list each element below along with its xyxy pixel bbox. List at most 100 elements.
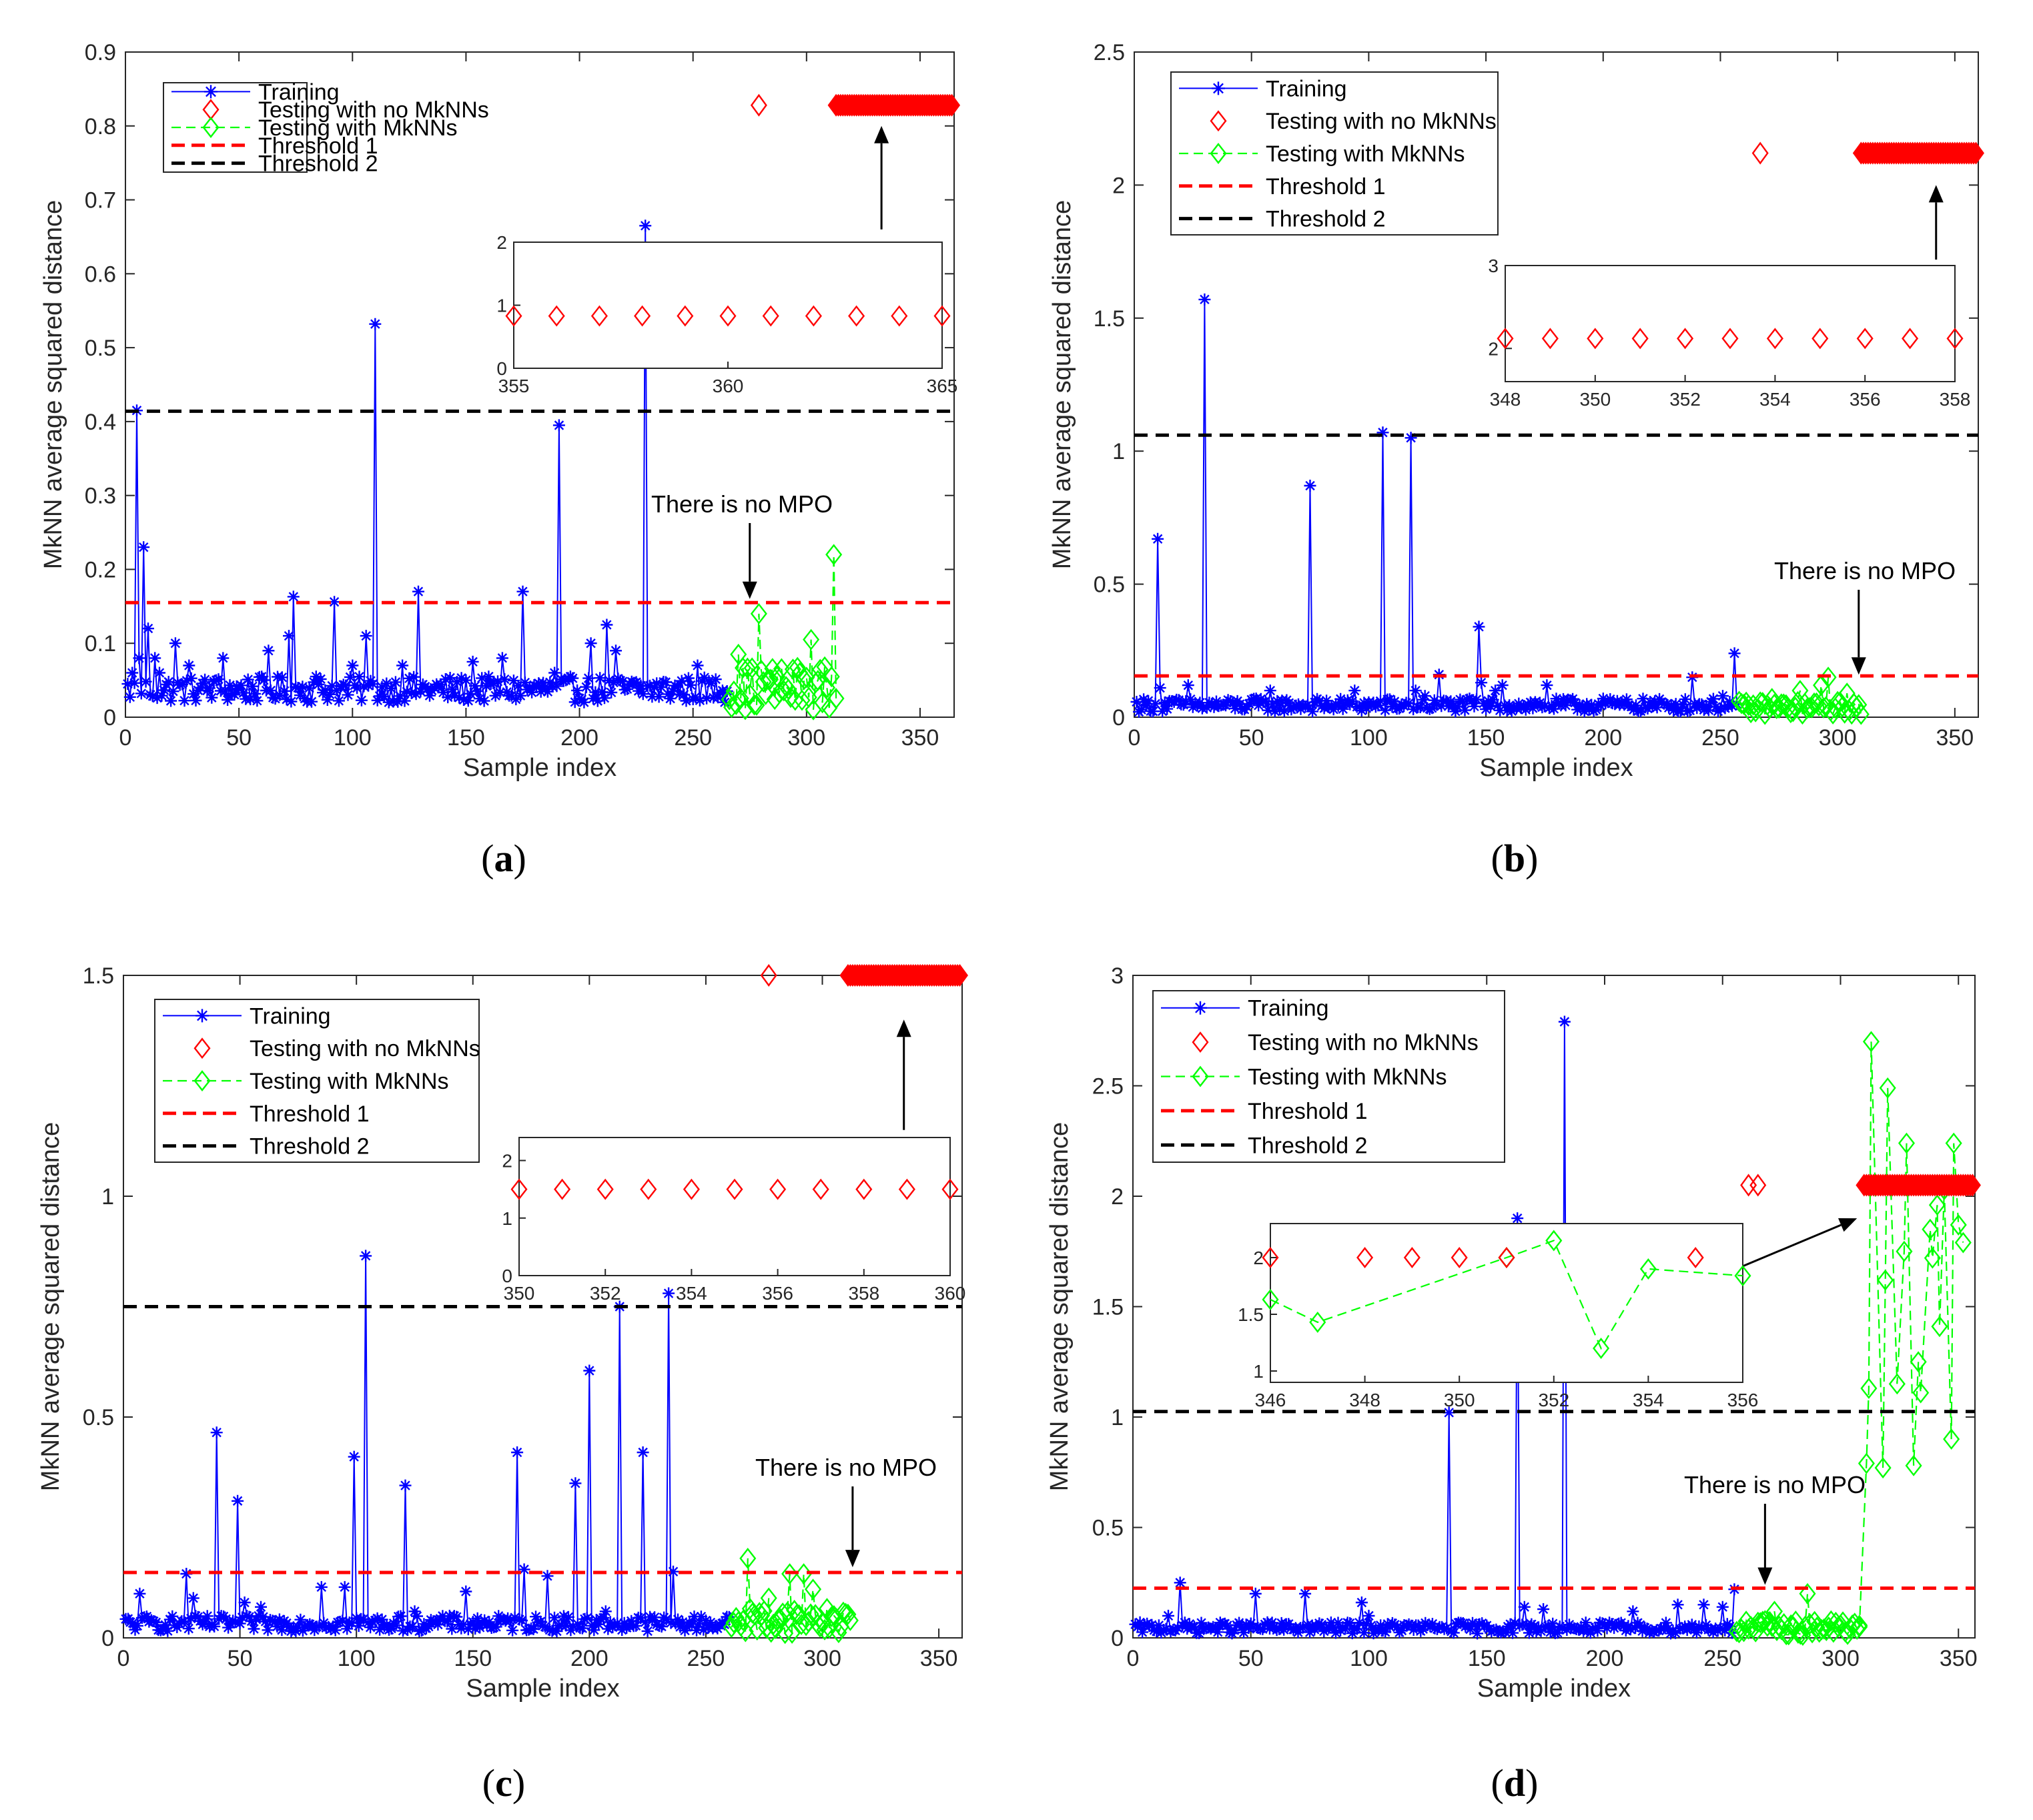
training-point <box>677 1616 689 1629</box>
training-point <box>480 680 492 693</box>
training-point <box>1332 1617 1344 1629</box>
training-point <box>1423 703 1436 715</box>
training-point <box>352 1620 365 1633</box>
training-point <box>1475 676 1488 689</box>
training-point <box>664 693 677 705</box>
training-point <box>681 1621 693 1633</box>
zoom-arrow-head <box>896 1019 911 1037</box>
training-point <box>169 637 181 650</box>
training-point <box>1567 693 1579 705</box>
training-point <box>712 691 725 704</box>
inset-y-tick-label: 2 <box>496 232 507 253</box>
training-point <box>604 1616 617 1629</box>
y-tick-label: 3 <box>1111 963 1124 989</box>
training-point <box>1702 704 1715 717</box>
training-point <box>269 1615 281 1628</box>
testing-mknn-point <box>793 689 811 711</box>
training-point <box>1259 695 1272 707</box>
training-point <box>569 1477 582 1490</box>
training-point <box>663 1287 675 1300</box>
training-point <box>1327 1621 1340 1633</box>
training-point <box>1416 693 1429 706</box>
legend-label: Testing with no MkNNs <box>258 97 489 123</box>
training-point <box>183 659 195 672</box>
training-point <box>562 1611 574 1623</box>
training-point <box>1438 1623 1451 1635</box>
training-point <box>600 618 613 631</box>
training-point <box>667 685 679 698</box>
training-point <box>1334 693 1347 705</box>
testing-mknn-point <box>783 1623 801 1644</box>
inset-x-tick-label: 352 <box>1669 389 1701 410</box>
training-point <box>1266 698 1279 711</box>
testing-mknn-point <box>779 1601 796 1623</box>
training-point <box>598 692 611 705</box>
training-point <box>695 1611 707 1623</box>
inset-testing-no-mknn-point <box>596 1178 614 1200</box>
legend-label: Training <box>1266 76 1347 101</box>
training-point <box>1228 1624 1240 1637</box>
training-point <box>446 1623 458 1635</box>
training-point <box>189 1610 202 1622</box>
training-point <box>371 694 384 707</box>
x-tick-label: 100 <box>1350 1646 1388 1671</box>
legend-entry: Threshold 2 <box>171 151 378 177</box>
x-tick-label: 100 <box>334 725 372 751</box>
training-point <box>1587 1623 1599 1635</box>
testing-mknn-point <box>800 1611 817 1633</box>
training-point <box>177 1615 190 1627</box>
training-point <box>1428 694 1441 707</box>
training-point <box>1360 702 1372 715</box>
testing-mknn-point <box>1896 1240 1913 1262</box>
training-point <box>1278 1623 1290 1636</box>
training-point <box>1579 1617 1592 1629</box>
training-point <box>1198 293 1211 306</box>
testing-mknn-point <box>1759 1615 1776 1637</box>
inset-testing-no-mknn-point <box>848 305 865 327</box>
training-point <box>1469 1619 1481 1631</box>
training-point <box>1320 695 1333 707</box>
training-point <box>369 318 382 330</box>
x-tick-label: 200 <box>1586 1646 1624 1671</box>
training-point <box>234 1617 246 1630</box>
inset-x-tick-label: 355 <box>498 376 530 396</box>
legend-entry: Threshold 2 <box>1161 1133 1368 1158</box>
training-point <box>1542 1620 1555 1633</box>
training-point <box>649 1611 661 1624</box>
training-point <box>290 680 302 693</box>
training-point <box>1494 704 1507 717</box>
testing-mknn-point <box>1851 1616 1868 1638</box>
training-point <box>1624 1623 1637 1636</box>
training-point <box>523 681 536 694</box>
testing-mknn-point <box>732 687 749 709</box>
training-point <box>718 1618 731 1631</box>
testing-mknn-point <box>816 1619 833 1641</box>
training-point <box>527 1623 540 1635</box>
training-point <box>324 688 336 701</box>
training-point <box>1350 1623 1363 1635</box>
training-point <box>630 676 643 689</box>
training-point <box>306 1619 318 1632</box>
training-point <box>588 1624 600 1637</box>
legend-entry: Training <box>1179 76 1347 101</box>
training-point <box>1527 702 1539 715</box>
x-tick-label: 300 <box>787 725 825 751</box>
training-point <box>578 696 590 709</box>
training-point <box>617 675 629 688</box>
testing-mknn-point <box>1789 1622 1807 1644</box>
training-point <box>264 685 277 697</box>
training-point <box>1384 693 1396 706</box>
training-point <box>191 1611 204 1623</box>
training-point <box>478 695 490 707</box>
inset-x-tick-label: 350 <box>504 1283 535 1304</box>
inset-testing-no-mknn-point <box>505 305 522 327</box>
training-point <box>512 680 524 692</box>
training-point <box>1294 703 1307 715</box>
training-point <box>159 1619 171 1631</box>
training-point <box>276 1624 288 1637</box>
training-point <box>448 689 461 702</box>
inset-testing-no-mknn-point <box>855 1178 873 1200</box>
training-point <box>149 1616 162 1629</box>
training-point <box>1726 700 1738 713</box>
legend-label: Threshold 2 <box>1248 1133 1368 1158</box>
